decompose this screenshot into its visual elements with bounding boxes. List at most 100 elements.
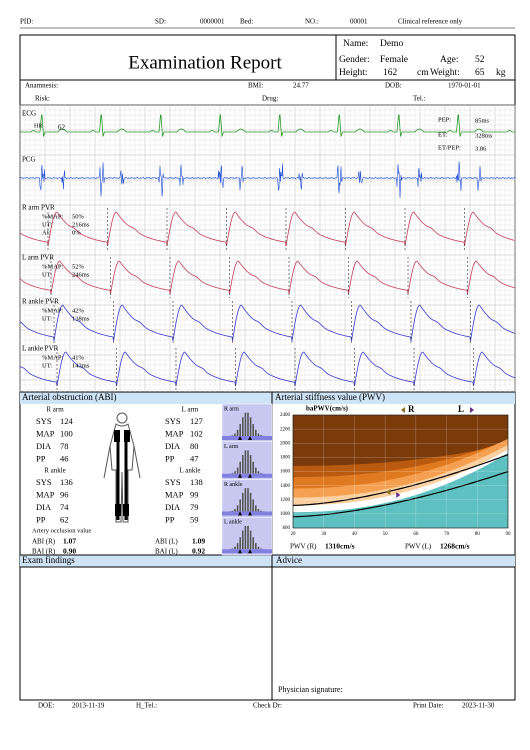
section-bar: [20, 392, 515, 404]
label: AI:: [42, 229, 51, 236]
label: MAP: [165, 489, 184, 499]
label: L arm: [182, 406, 199, 414]
histogram-bar: [252, 424, 254, 436]
label: 1970-01-01: [448, 82, 481, 90]
label: Drug:: [262, 95, 278, 103]
label: MAP: [165, 428, 184, 438]
histogram-bar: [231, 510, 234, 512]
marker: [248, 549, 252, 554]
label: PP: [36, 514, 46, 524]
histogram-bar: [247, 450, 249, 474]
waveform-grid: [19, 104, 516, 392]
pwv-marker: [386, 488, 391, 495]
label: Age:: [440, 55, 458, 65]
histogram-bar: [244, 488, 247, 512]
histogram-bar: [234, 471, 236, 474]
label: 102: [190, 428, 203, 438]
label: 1.09: [192, 537, 205, 546]
label: 50%: [72, 213, 85, 220]
label: 24.77: [293, 82, 309, 90]
plot-frame: [292, 414, 509, 529]
y-tick-label: 2400: [280, 413, 291, 418]
label: H_Tel.:: [136, 702, 157, 710]
legend-marker: [470, 407, 474, 413]
label: R ankle PVR: [22, 298, 59, 306]
label: SYS: [36, 477, 52, 487]
label: 328ms: [475, 132, 493, 139]
label: Tel.:: [413, 95, 426, 103]
label: DOB:: [385, 82, 402, 90]
histogram-bar: [234, 508, 236, 512]
label: PWV (R): [290, 543, 317, 551]
label: UT:: [42, 221, 52, 228]
label: SYS: [36, 416, 52, 426]
label: PP: [165, 453, 175, 463]
label: UT:: [42, 362, 52, 369]
label: BAI (L): [155, 548, 178, 556]
x-tick-label: 50: [383, 532, 389, 537]
label: Anamnesis:: [25, 82, 58, 90]
label: Gender:: [339, 55, 370, 65]
histogram-bar: [260, 510, 262, 512]
histogram-bar: [236, 505, 239, 512]
histogram-panel: [221, 403, 273, 442]
label: L ankle: [224, 520, 242, 526]
label: MAP: [36, 428, 55, 438]
label: BAI (R): [32, 548, 56, 556]
label: ABI (L): [155, 538, 178, 546]
histogram-bar: [260, 472, 262, 474]
label: PP: [165, 514, 175, 524]
reference-curve: [292, 453, 509, 506]
label: 96: [60, 489, 69, 499]
reference-curve: [292, 470, 509, 518]
label: 216ms: [72, 221, 90, 228]
histogram-bar: [242, 530, 244, 550]
label: 124: [60, 416, 74, 426]
label: Name:: [343, 39, 368, 49]
histogram-bar: [260, 548, 262, 550]
histogram-panel: [221, 479, 273, 518]
label: 41%: [72, 354, 85, 361]
x-tick-label: 60: [413, 532, 419, 537]
label: 127: [190, 416, 203, 426]
label: Print Date:: [413, 702, 444, 710]
y-tick-label: 1400: [280, 484, 291, 489]
label: 78: [60, 441, 69, 451]
histogram-bar: [242, 492, 244, 512]
y-tick-label: 1200: [280, 498, 291, 503]
label: cm: [417, 68, 429, 78]
label: UT:: [42, 315, 52, 322]
pvr-trace: [19, 260, 516, 295]
y-tick-label: 1600: [280, 470, 291, 475]
label: %MAP:: [42, 213, 64, 220]
histogram-bar: [236, 429, 239, 436]
label: PCG: [22, 156, 36, 164]
label: 3.86: [475, 145, 487, 152]
label: Arterial obstruction (ABI): [22, 392, 116, 402]
label: 0000001: [200, 18, 225, 26]
label: 1.07: [63, 537, 76, 546]
label: R arm: [46, 406, 64, 414]
label: R arm PVR: [22, 204, 55, 212]
label: 2013-11-19: [72, 702, 105, 710]
label: 74: [60, 502, 69, 512]
histogram-bar: [242, 455, 244, 474]
label: %MAP:: [42, 263, 64, 270]
label: ET/PEP:: [438, 144, 461, 151]
label: 65: [475, 68, 485, 78]
label: BMI:: [248, 82, 263, 90]
label: 52: [475, 55, 485, 65]
label: 138: [190, 477, 203, 487]
histogram-bar: [239, 537, 241, 550]
label: Exam findings: [22, 555, 75, 565]
histogram-bar: [231, 472, 234, 474]
label: 62: [60, 514, 69, 524]
y-tick-label: 800: [283, 526, 291, 531]
label: R: [408, 404, 415, 414]
label: Weight:: [430, 68, 460, 78]
x-tick-label: 30: [321, 532, 327, 537]
histogram-bar: [255, 467, 257, 474]
histogram-panel: [221, 517, 273, 556]
label: 00001: [350, 18, 368, 26]
